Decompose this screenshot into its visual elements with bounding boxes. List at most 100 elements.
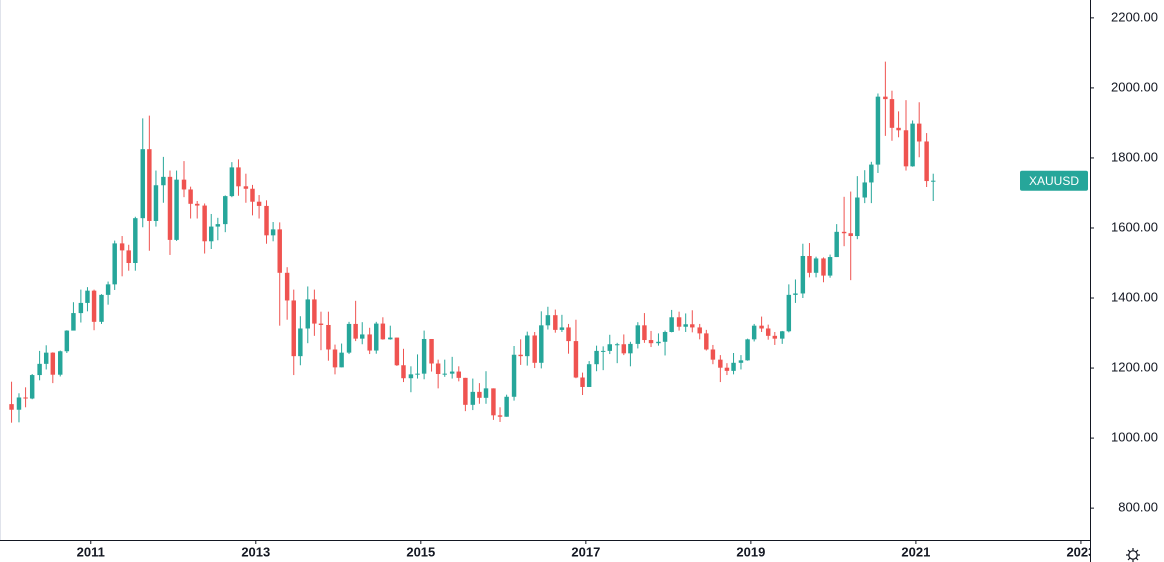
- candle-body: [800, 255, 806, 294]
- candle-body: [586, 364, 592, 387]
- candle-body: [813, 258, 819, 273]
- candle-body: [580, 377, 585, 387]
- candle-body: [209, 226, 214, 242]
- candle-body: [353, 323, 358, 339]
- candle-body: [394, 337, 400, 366]
- candle-body: [772, 335, 778, 339]
- candle-body: [415, 373, 420, 375]
- candle-body: [910, 123, 915, 167]
- x-tick-label: 2019: [736, 544, 765, 559]
- candle-body: [153, 185, 159, 221]
- candle-body: [140, 149, 145, 219]
- candle-body: [497, 415, 503, 417]
- candle-body: [43, 352, 49, 364]
- candle-body: [648, 340, 654, 344]
- candle-body: [848, 233, 853, 237]
- candle-body: [504, 396, 509, 417]
- candle-body: [305, 299, 311, 329]
- candle-body: [834, 231, 839, 258]
- y-tick-label: 2000.00: [1111, 79, 1158, 94]
- candle-body: [174, 179, 179, 240]
- candle-body: [731, 362, 736, 371]
- candle-body: [37, 363, 42, 376]
- candle-body: [16, 397, 22, 410]
- candle-body: [573, 341, 579, 378]
- candle-body: [442, 373, 447, 375]
- symbol-price-badge: [1020, 170, 1088, 191]
- candle-body: [112, 243, 117, 285]
- candle-body: [202, 205, 207, 242]
- candle-body: [449, 371, 455, 374]
- y-tick-label: 1600.00: [1111, 219, 1158, 234]
- settings-icon[interactable]: [1126, 548, 1140, 562]
- candle-body: [256, 201, 262, 206]
- candle-body: [78, 302, 84, 314]
- price-axis: 800.00 1000.00 1200.00 1400.00 1600.00 1800.0…: [1090, 9, 1158, 515]
- candle-body: [388, 337, 393, 340]
- candle-body: [862, 182, 867, 198]
- candle-body: [545, 315, 551, 326]
- y-tick-label: 1400.00: [1111, 289, 1158, 304]
- candle-body: [889, 99, 895, 128]
- y-tick-label: 800.00: [1118, 500, 1158, 515]
- candle-body: [291, 300, 296, 357]
- candle-body: [786, 294, 792, 332]
- candle-body: [374, 323, 379, 351]
- candle-body: [408, 374, 414, 379]
- candle-body: [243, 186, 249, 189]
- candle-body: [188, 189, 193, 204]
- y-tick-label: 2200.00: [1111, 9, 1158, 24]
- candle-body: [779, 331, 785, 339]
- candle-body: [29, 375, 35, 399]
- x-tick-label: 2013: [241, 544, 270, 559]
- candle-body: [710, 349, 716, 360]
- candle-body: [229, 167, 235, 197]
- x-tick-label: 2023: [1066, 544, 1095, 559]
- candle-body: [71, 313, 76, 331]
- candle-body: [896, 127, 901, 131]
- candle-body: [105, 284, 111, 295]
- candle-body: [738, 360, 744, 363]
- candle-body: [614, 344, 620, 346]
- candle-body: [869, 164, 874, 183]
- candle-body: [759, 325, 764, 329]
- candle-body: [339, 352, 344, 368]
- candle-body: [807, 255, 812, 273]
- candle-body: [435, 363, 441, 375]
- candle-body: [793, 293, 798, 295]
- x-tick-label: 2017: [571, 544, 600, 559]
- candle-body: [642, 325, 647, 341]
- candle-body: [284, 272, 290, 301]
- time-axis: 2011 2013 2015 2017 2019 2021 2023: [77, 540, 1095, 559]
- candle-body: [277, 229, 282, 273]
- candle-body: [566, 327, 571, 342]
- candle-body: [539, 325, 544, 363]
- symbol-label: XAUUSD: [1029, 174, 1079, 188]
- y-tick-label: 1200.00: [1111, 359, 1158, 374]
- candle-body: [518, 354, 523, 357]
- candle-body: [64, 330, 70, 352]
- candle-body: [827, 257, 833, 276]
- candle-body: [99, 294, 104, 322]
- candle-body: [9, 404, 14, 410]
- candle-body: [607, 344, 613, 351]
- candle-body: [751, 325, 757, 340]
- candle-body: [903, 130, 909, 167]
- candle-body: [298, 328, 303, 357]
- candle-body: [85, 290, 90, 303]
- plot-area: [9, 61, 936, 423]
- candle-body: [483, 388, 489, 398]
- candle-body: [270, 229, 276, 236]
- candle-body: [470, 391, 476, 405]
- candle-body: [312, 299, 317, 324]
- candle-body: [525, 335, 530, 357]
- candle-body: [745, 339, 750, 361]
- candle-body: [553, 315, 558, 330]
- candle-body: [223, 196, 228, 225]
- candle-body: [669, 317, 674, 332]
- candle-body: [332, 349, 338, 368]
- x-tick-label: 2015: [406, 544, 435, 559]
- candle-body: [360, 334, 365, 339]
- candle-body: [429, 338, 434, 364]
